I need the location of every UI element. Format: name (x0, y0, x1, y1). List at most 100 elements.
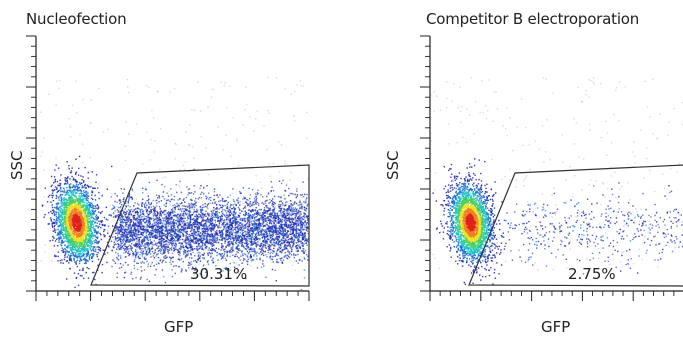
event-point (81, 199, 84, 201)
event-point (55, 194, 57, 197)
event-point (87, 240, 89, 242)
event-point (76, 185, 78, 187)
event-point (212, 216, 215, 218)
event-point (132, 255, 134, 257)
event-point (297, 237, 299, 240)
event-point (128, 195, 130, 197)
event-point (69, 212, 72, 215)
event-point (71, 216, 73, 219)
event-point (79, 234, 82, 237)
event-point (204, 203, 206, 205)
event-point (67, 246, 69, 248)
event-point (278, 205, 280, 208)
event-point (177, 219, 179, 222)
event-point (107, 245, 110, 247)
event-point (117, 243, 119, 245)
event-point (194, 223, 196, 225)
event-point (69, 228, 72, 230)
event-point (165, 261, 167, 263)
event-point (57, 197, 60, 199)
event-point (79, 234, 81, 237)
event-point (260, 234, 262, 236)
event-point (92, 227, 95, 230)
event-point (60, 198, 63, 200)
event-point (79, 236, 82, 238)
event-point (210, 230, 213, 232)
event-point (160, 252, 162, 254)
event-point (76, 208, 78, 210)
event-point (75, 228, 77, 230)
event-point (121, 225, 124, 227)
event-point (85, 208, 88, 210)
event-point (154, 215, 157, 217)
event-point (71, 252, 74, 254)
event-point (96, 218, 98, 221)
event-point (312, 227, 313, 228)
event-point (83, 186, 85, 189)
event-point (147, 201, 150, 204)
event-point (221, 243, 223, 245)
event-point (61, 232, 63, 234)
event-point (156, 242, 159, 245)
event-point (208, 235, 210, 237)
event-point (162, 260, 164, 262)
event-point (66, 235, 69, 237)
event-point (90, 224, 92, 226)
event-point (92, 224, 94, 226)
event-point (146, 239, 149, 241)
event-point (233, 250, 235, 252)
event-point (235, 233, 237, 235)
event-point (76, 227, 79, 229)
event-point (145, 228, 147, 230)
event-point (68, 228, 70, 230)
event-point (133, 233, 135, 235)
event-point (76, 188, 79, 190)
event-point (84, 226, 87, 228)
event-point (70, 223, 73, 225)
event-point (50, 175, 53, 178)
event-point (86, 196, 88, 198)
event-point (186, 219, 188, 222)
event-point (89, 248, 92, 250)
event-point (71, 202, 73, 204)
event-point (266, 217, 269, 219)
event-point (238, 228, 240, 230)
event-point (178, 231, 180, 234)
event-point (82, 218, 85, 221)
event-point (242, 231, 244, 234)
event-point (81, 209, 84, 212)
event-point (78, 254, 80, 256)
event-point (248, 221, 250, 224)
event-point (74, 224, 76, 226)
event-point (65, 218, 67, 221)
event-point (284, 228, 286, 231)
event-point (291, 228, 294, 230)
event-point (88, 203, 90, 206)
event-point (254, 212, 256, 215)
event-point (279, 235, 281, 237)
event-point (196, 232, 198, 234)
event-point (62, 262, 64, 264)
event-point (67, 226, 69, 229)
event-point (125, 236, 127, 238)
event-point (150, 256, 152, 258)
event-point (234, 255, 236, 258)
event-point (125, 237, 128, 239)
event-point (182, 221, 184, 223)
event-point (60, 237, 62, 239)
event-point (256, 219, 259, 221)
event-point (303, 223, 305, 225)
event-point (289, 213, 292, 216)
event-point (68, 196, 70, 199)
event-point (244, 211, 247, 213)
event-point (211, 247, 213, 250)
event-point (190, 214, 192, 216)
event-point (169, 221, 172, 223)
event-point (136, 226, 138, 228)
event-point (281, 262, 284, 265)
event-point (94, 248, 97, 250)
event-point (265, 210, 267, 212)
event-point (215, 194, 218, 196)
event-point (76, 250, 78, 252)
event-point (254, 251, 256, 253)
